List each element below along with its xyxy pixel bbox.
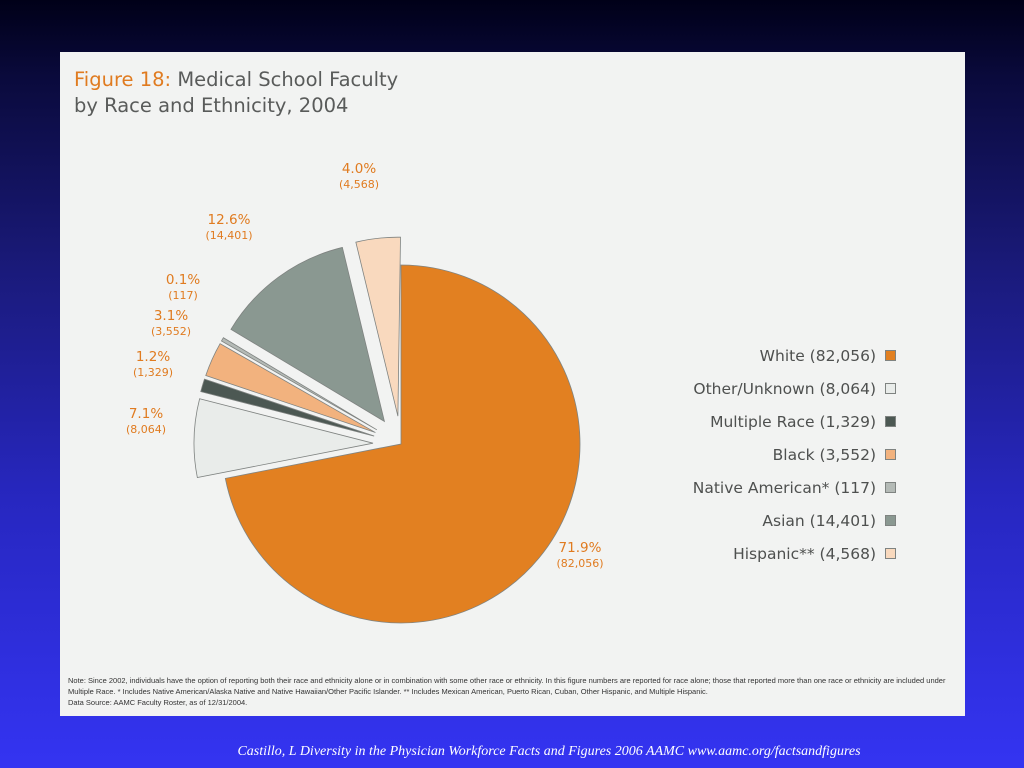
legend-label: White (82,056)	[759, 346, 876, 365]
slice-count-label: (1,329)	[133, 366, 173, 379]
figure-number: Figure 18:	[74, 68, 172, 91]
legend-label: Multiple Race (1,329)	[710, 412, 876, 431]
note-text: Note: Since 2002, individuals have the o…	[68, 676, 946, 696]
figure-panel: Figure 18: Medical School Faculty by Rac…	[60, 52, 965, 716]
legend-label: Asian (14,401)	[762, 511, 876, 530]
legend-item: Hispanic** (4,568)	[600, 537, 896, 570]
slice-count-label: (3,552)	[151, 325, 191, 338]
slice-percent-label: 12.6%	[208, 212, 251, 228]
slice-percent-label: 0.1%	[166, 272, 200, 288]
legend-swatch	[885, 482, 896, 493]
pie-slice-white	[224, 264, 581, 624]
pie-slice-multiple-race	[200, 378, 375, 437]
legend-swatch	[885, 383, 896, 394]
legend: White (82,056) Other/Unknown (8,064) Multi…	[600, 339, 896, 570]
slice-percent-label: 7.1%	[129, 406, 163, 422]
legend-swatch	[885, 350, 896, 361]
legend-item: Multiple Race (1,329)	[600, 405, 896, 438]
slice-percent-label: 71.9%	[559, 540, 602, 556]
legend-swatch	[885, 515, 896, 526]
citation-caption: Castillo, L Diversity in the Physician W…	[237, 744, 861, 759]
legend-label: Black (3,552)	[772, 445, 876, 464]
footnote: Note: Since 2002, individuals have the o…	[68, 676, 948, 708]
slice-count-label: (82,056)	[556, 557, 603, 570]
slice-percent-label: 4.0%	[342, 161, 376, 177]
legend-item: Native American* (117)	[600, 471, 896, 504]
figure-title-text: Medical School Faculty by Race and Ethni…	[74, 68, 399, 117]
pie-slice-asian	[230, 246, 386, 423]
pie-slice-hispanic	[355, 236, 401, 417]
pie-slice-native-american	[220, 337, 378, 431]
slice-percent-label: 3.1%	[154, 308, 188, 324]
slice-percent-label: 1.2%	[136, 349, 170, 365]
legend-swatch	[885, 548, 896, 559]
slice-count-label: (8,064)	[126, 423, 166, 436]
pie-chart: 71.9%(82,056)7.1%(8,064)1.2%(1,329)3.1%(…	[126, 161, 604, 624]
source-text: Data Source: AAMC Faculty Roster, as of …	[68, 697, 248, 707]
slice-count-label: (117)	[168, 289, 198, 302]
pie-slice-other-unknown	[193, 398, 374, 479]
legend-label: Hispanic** (4,568)	[733, 544, 876, 563]
legend-swatch	[885, 449, 896, 460]
legend-item: White (82,056)	[600, 339, 896, 372]
legend-item: Asian (14,401)	[600, 504, 896, 537]
figure-title: Figure 18: Medical School Faculty by Rac…	[74, 67, 398, 119]
legend-label: Native American* (117)	[692, 478, 876, 497]
legend-item: Other/Unknown (8,064)	[600, 372, 896, 405]
slice-count-label: (14,401)	[205, 229, 252, 242]
slice-count-label: (4,568)	[339, 178, 379, 191]
legend-label: Other/Unknown (8,064)	[693, 379, 876, 398]
legend-item: Black (3,552)	[600, 438, 896, 471]
pie-slice-black	[205, 343, 376, 433]
legend-swatch	[885, 416, 896, 427]
